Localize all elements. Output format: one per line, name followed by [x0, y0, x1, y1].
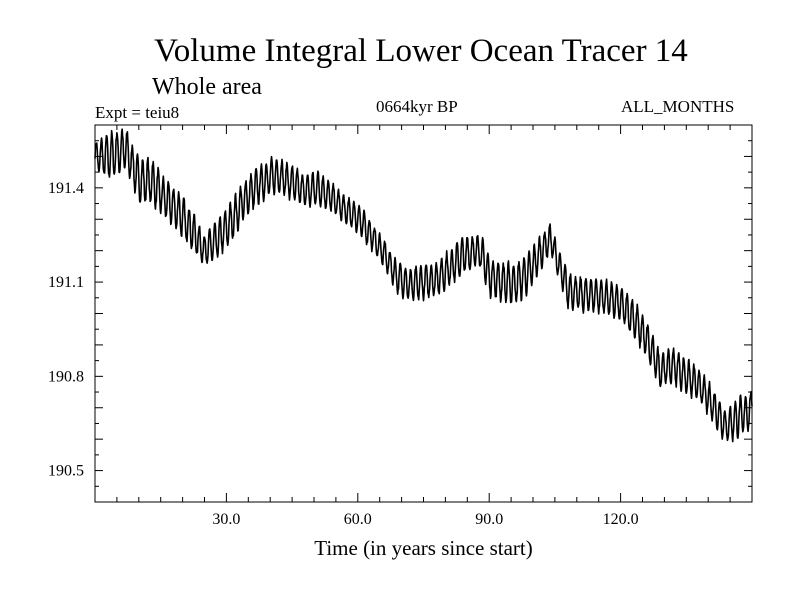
y-tick-label: 191.4 — [48, 180, 84, 197]
x-tick-label: 90.0 — [475, 511, 503, 528]
tick-labels: 30.0 60.0 90.0 120.0 190.5 190.8 191.1 191.4 — [48, 180, 639, 528]
chart-title: Volume Integral Lower Ocean Tracer 14 — [154, 33, 688, 69]
chart-subtitle: Whole area — [152, 74, 262, 100]
y-tick-label: 190.8 — [48, 368, 84, 385]
period-label: 0664kyr BP — [376, 97, 458, 116]
y-tick-label: 190.5 — [48, 463, 84, 480]
x-tick-label: 30.0 — [212, 511, 240, 528]
y-tick-label: 191.1 — [48, 274, 84, 291]
axis-ticks — [95, 124, 752, 503]
series-line — [94, 128, 753, 443]
plot-frame — [94, 124, 753, 503]
x-tick-label: 120.0 — [603, 511, 639, 528]
experiment-label: Expt = teiu8 — [95, 103, 180, 122]
x-axis-label: Time (in years since start) — [314, 536, 533, 560]
x-tick-label: 60.0 — [344, 511, 372, 528]
months-label: ALL_MONTHS — [621, 97, 735, 116]
